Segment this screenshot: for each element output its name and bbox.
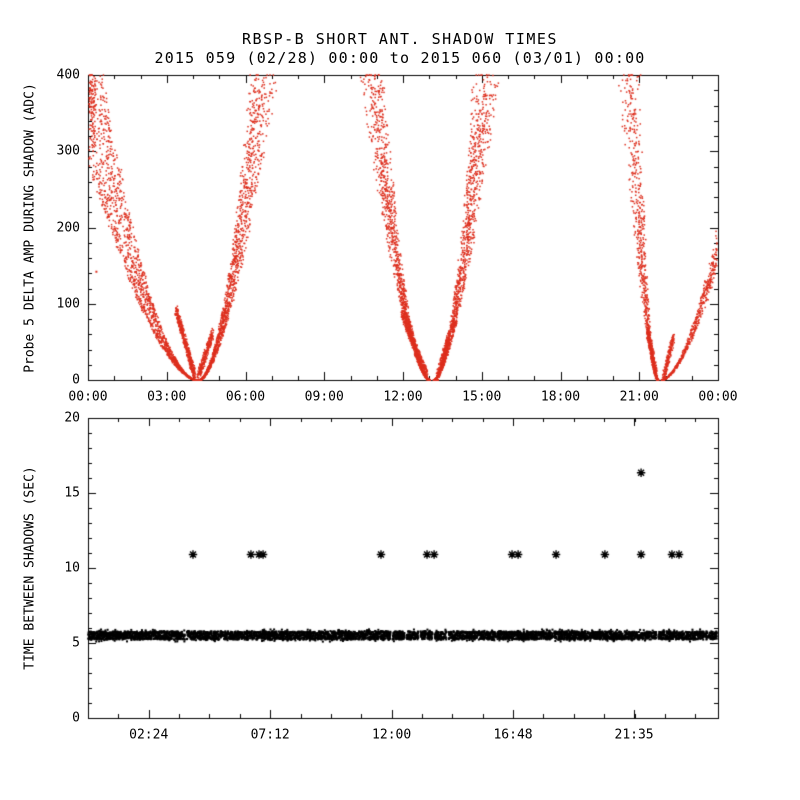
panel0-ytick-4: 400 [56, 67, 80, 83]
panel0-xtick-3: 09:00 [304, 389, 344, 405]
panel0-ytick-1: 100 [56, 296, 80, 312]
panel0-xtick-6: 18:00 [540, 389, 581, 405]
panel0-ytick-3: 300 [56, 143, 80, 159]
panel0-ytick-2: 200 [56, 220, 80, 235]
panel1-xtick-3: 16:48 [493, 727, 533, 743]
panel1-xtick-0: 02:24 [129, 727, 169, 743]
panel1-ytick-0: 0 [72, 710, 80, 726]
panel0-xtick-8: 00:00 [698, 389, 738, 405]
panel0-xtick-0: 00:00 [68, 389, 108, 405]
panel1-xtick-2: 12:00 [372, 727, 412, 743]
panel1-ytick-1: 5 [72, 635, 80, 651]
panel0-xtick-7: 21:00 [619, 389, 659, 405]
panel1-ytick-2: 10 [64, 560, 80, 576]
panel0-xtick-2: 06:00 [225, 389, 266, 405]
plot-subtitle: 2015 059 (02/28) 00:00 to 2015 060 (03/0… [154, 49, 646, 67]
panel1-ytick-4: 20 [64, 410, 80, 426]
panel0-xtick-4: 12:00 [383, 389, 423, 405]
panel0-xtick-5: 15:00 [462, 389, 502, 405]
panel0-ytick-0: 0 [72, 372, 80, 388]
panel1-ytick-3: 15 [64, 485, 80, 501]
panel0-xtick-1: 03:00 [147, 389, 187, 405]
plot-title: RBSP-B SHORT ANT. SHADOW TIMES [242, 30, 558, 48]
panel1-xtick-4: 21:35 [614, 727, 654, 743]
top-panel-y-axis-label: Probe 5 DELTA AMP DURING SHADOW (ADC) [22, 83, 38, 373]
bottom-panel-y-axis-label: TIME BETWEEN SHADOWS (SEC) [22, 466, 38, 670]
panel1-xtick-1: 07:12 [250, 727, 290, 743]
